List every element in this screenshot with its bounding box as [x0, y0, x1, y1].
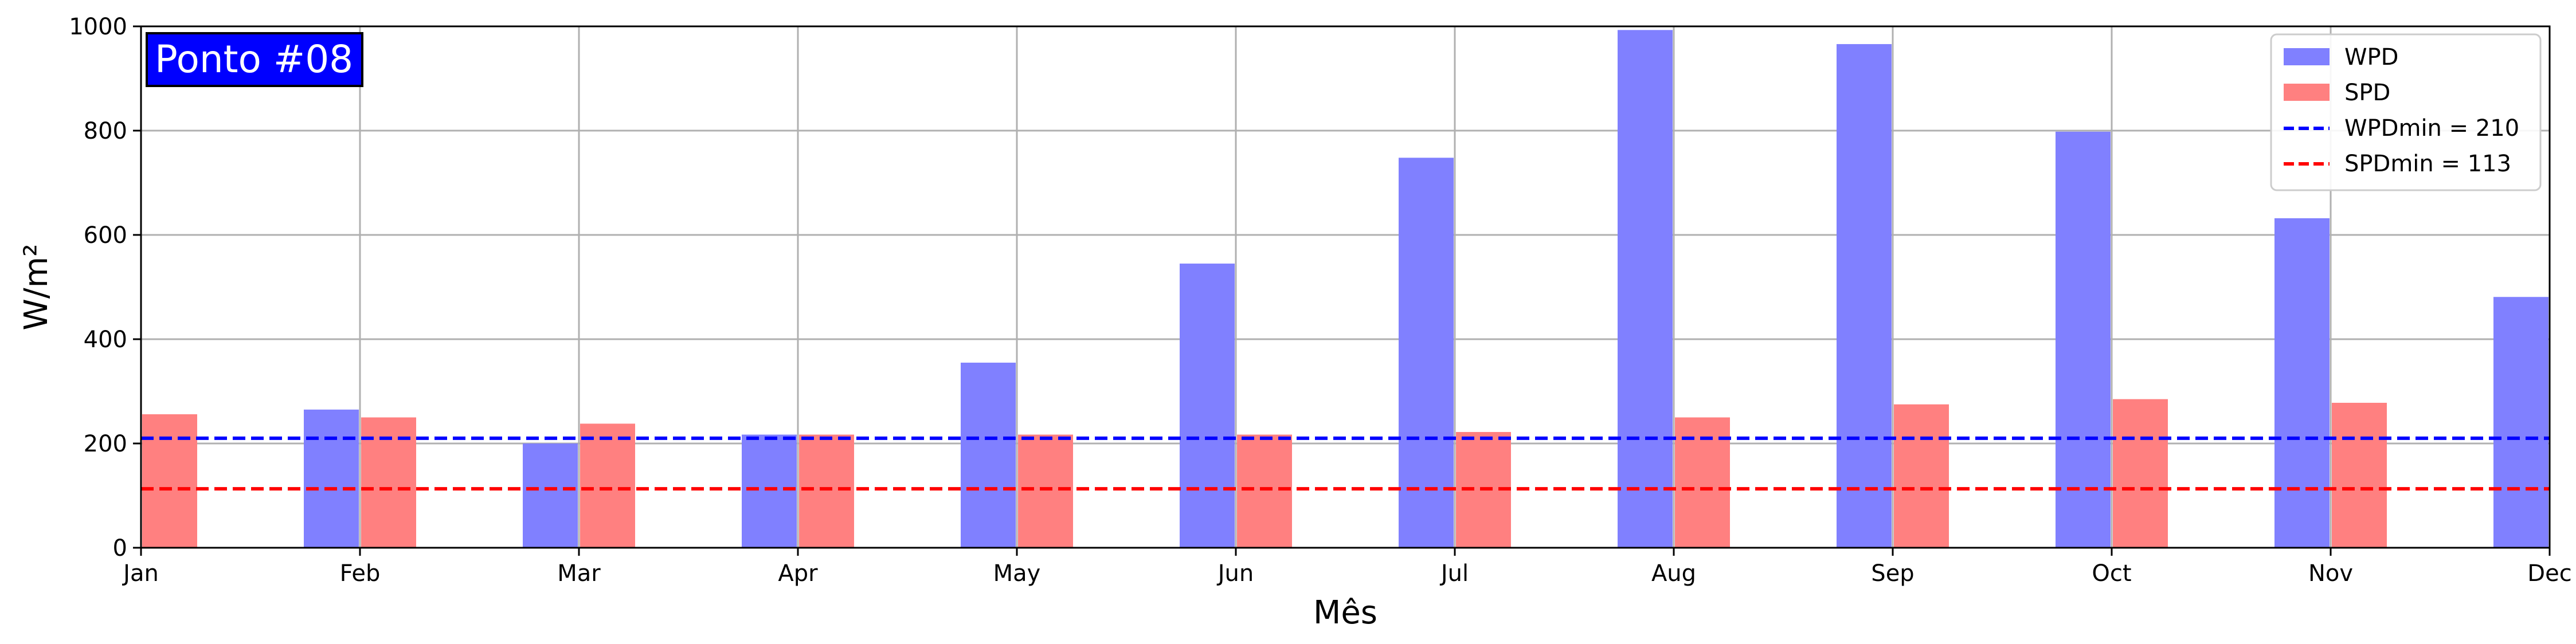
- bar-wpd-apr: [742, 434, 797, 548]
- legend-swatch-wpd: [2284, 48, 2330, 65]
- x-tick-label-may: May: [993, 560, 1041, 587]
- x-tick-label-nov: Nov: [2308, 560, 2353, 587]
- x-tick-label-jul: Jul: [1439, 560, 1469, 587]
- point-label-box: Ponto #08: [146, 32, 363, 87]
- bar-spd-jun: [1237, 434, 1292, 548]
- x-tick-label-mar: Mar: [557, 560, 601, 587]
- x-tick-label-jan: Jan: [122, 560, 159, 587]
- bar-wpd-jul: [1399, 158, 1454, 548]
- x-tick-label-feb: Feb: [340, 560, 381, 587]
- point-label-background: [146, 32, 363, 87]
- bar-wpd-dec: [2493, 297, 2548, 548]
- legend-swatch-spd: [2284, 84, 2330, 101]
- bar-spd-may: [1018, 434, 1073, 548]
- y-tick-label: 200: [84, 431, 127, 457]
- legend-box: [2270, 33, 2542, 191]
- bar-wpd-feb: [304, 409, 359, 548]
- bar-wpd-may: [961, 362, 1016, 548]
- bar-wpd-aug: [1618, 30, 1673, 548]
- bar-wpd-mar: [523, 443, 578, 548]
- bar-spd-sep: [1894, 404, 1949, 548]
- y-tick-label: 400: [84, 327, 127, 353]
- x-tick-label-oct: Oct: [2092, 560, 2131, 587]
- y-tick-label: 0: [113, 535, 127, 561]
- bar-spd-apr: [799, 434, 854, 548]
- bar-spd-oct: [2113, 399, 2168, 548]
- grid: [140, 25, 2551, 549]
- x-axis-label: Mês: [1313, 594, 1377, 631]
- y-tick-label: 600: [84, 222, 127, 249]
- plot-frame: [140, 25, 2551, 549]
- y-tick-label: 1000: [69, 14, 127, 40]
- point-label-text: Ponto #08: [155, 37, 353, 81]
- ticks: 0 200 400 600 800 1000 Jan Feb Mar Apr May Jun Jul Au…: [69, 14, 2572, 587]
- y-axis-label: W/m²: [18, 244, 55, 330]
- x-tick-label-jun: Jun: [1216, 560, 1254, 587]
- legend-label-spd: SPD: [2344, 80, 2390, 106]
- bar-spd-mar: [580, 423, 635, 548]
- legend-label-wpdmin: WPDmin = 210: [2344, 115, 2519, 142]
- bar-spd-nov: [2332, 403, 2387, 548]
- bar-spd-jan: [142, 414, 197, 548]
- bars: [142, 30, 2548, 548]
- x-tick-label-dec: Dec: [2527, 560, 2571, 587]
- reference-lines: [141, 436, 2550, 491]
- bar-wpd-oct: [2056, 131, 2111, 548]
- legend-label-spdmin: SPDmin = 113: [2344, 151, 2511, 177]
- legend-label-wpd: WPD: [2344, 44, 2398, 70]
- legend: WPD SPD WPDmin = 210 SPDmin = 113: [2270, 33, 2542, 191]
- bar-wpd-nov: [2274, 218, 2330, 548]
- x-tick-label-sep: Sep: [1871, 560, 1914, 587]
- x-tick-label-apr: Apr: [778, 560, 818, 587]
- bar-wpd-sep: [1837, 44, 1892, 548]
- x-tick-label-aug: Aug: [1651, 560, 1696, 587]
- bar-wpd-jun: [1180, 264, 1235, 548]
- y-tick-label: 800: [84, 118, 127, 144]
